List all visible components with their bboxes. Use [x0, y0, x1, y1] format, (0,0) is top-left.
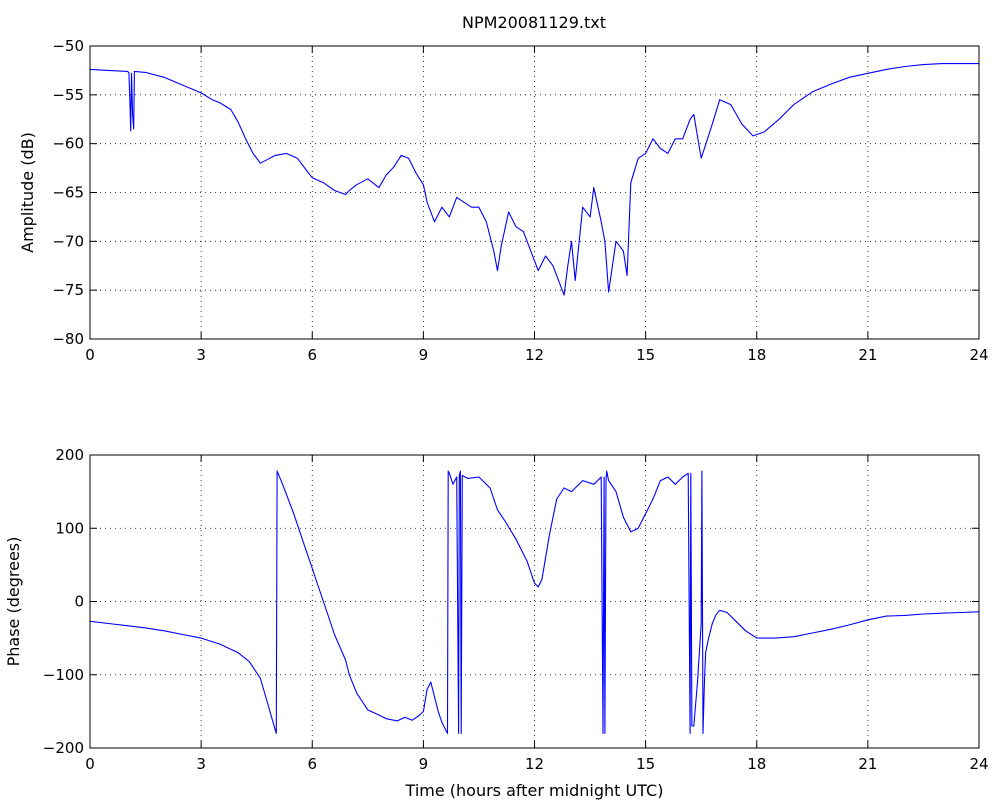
- phase-x-tick-label: 3: [196, 755, 206, 773]
- amplitude-x-tick-label: 18: [747, 346, 766, 364]
- phase-x-tick-label: 24: [969, 755, 988, 773]
- phase-y-tick-label: 200: [55, 446, 84, 464]
- phase-y-axis-label: Phase (degrees): [4, 537, 23, 667]
- amplitude-panel: 0 3 6 9 12 15 18 21 24 −80 −75 −70 −65 −60 −55 −50 Ampl…: [18, 37, 989, 364]
- phase-x-tick-label: 15: [636, 755, 655, 773]
- phase-y-tick-label: 100: [55, 519, 84, 537]
- amplitude-x-tick-label: 3: [196, 346, 206, 364]
- phase-x-tick-label: 12: [525, 755, 544, 773]
- amplitude-y-axis-label: Amplitude (dB): [18, 132, 37, 253]
- phase-y-tick-label: −200: [43, 739, 84, 757]
- amplitude-series-line: [89, 63, 979, 296]
- phase-panel: 0 3 6 9 12 15 18 21 24 −200 −100 0 100 200 Phase (deg…: [4, 446, 989, 800]
- amplitude-x-tick-label: 24: [969, 346, 988, 364]
- amplitude-x-tick-label: 0: [85, 346, 95, 364]
- amplitude-y-tick-label: −50: [52, 37, 84, 55]
- phase-ticks: 0 3 6 9 12 15 18 21 24 −200 −100 0 100 200: [43, 446, 989, 773]
- amplitude-y-tick-label: −65: [52, 184, 84, 202]
- amplitude-y-tick-label: −75: [52, 281, 84, 299]
- phase-y-tick-label: −100: [43, 666, 84, 684]
- phase-x-tick-label: 0: [85, 755, 95, 773]
- amplitude-x-tick-label: 12: [525, 346, 544, 364]
- phase-x-tick-label: 21: [858, 755, 877, 773]
- figure-title: NPM20081129.txt: [462, 13, 606, 32]
- phase-x-axis-label: Time (hours after midnight UTC): [405, 781, 664, 800]
- amplitude-x-tick-label: 21: [858, 346, 877, 364]
- phase-grid: [90, 455, 979, 748]
- amplitude-grid: [90, 46, 979, 339]
- phase-y-tick-label: 0: [74, 593, 84, 611]
- phase-series-line: [89, 470, 980, 734]
- amplitude-y-tick-label: −80: [52, 330, 84, 348]
- amplitude-x-tick-label: 6: [307, 346, 317, 364]
- phase-x-tick-label: 18: [747, 755, 766, 773]
- amplitude-y-tick-label: −55: [52, 86, 84, 104]
- phase-x-tick-label: 6: [307, 755, 317, 773]
- amplitude-x-tick-label: 9: [419, 346, 429, 364]
- amplitude-ticks: 0 3 6 9 12 15 18 21 24 −80 −75 −70 −65 −60 −55 −50: [52, 37, 988, 364]
- amplitude-y-tick-label: −70: [52, 232, 84, 250]
- phase-x-tick-label: 9: [419, 755, 429, 773]
- amplitude-y-tick-label: −60: [52, 135, 84, 153]
- amplitude-x-tick-label: 15: [636, 346, 655, 364]
